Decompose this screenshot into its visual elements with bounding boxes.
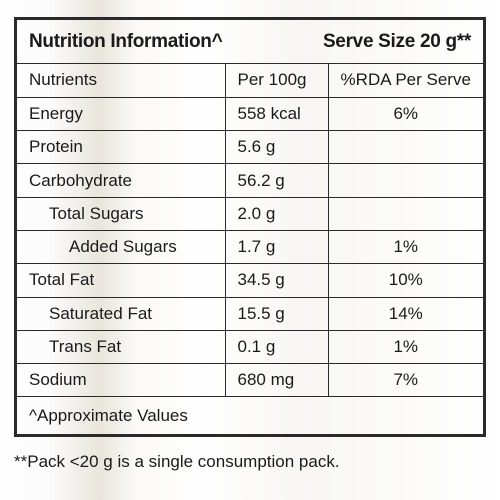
label-header: Nutrition Information^ Serve Size 20 g** [17,20,483,64]
serve-size: Serve Size 20 g** [322,30,471,52]
per100-value: 5.6 g [224,130,329,165]
pack-footnote: **Pack <20 g is a single consumption pac… [14,452,340,471]
per100-value: 2.0 g [224,196,329,231]
rda-value [327,196,483,231]
nutrient-name: Sodium [17,363,226,398]
nutrient-name: Added Sugars [17,229,226,265]
table-row: Total Fat 34.5 g 10% [17,263,483,298]
rda-value: 10% [327,263,483,298]
nutrient-name: Total Sugars [17,196,226,231]
per100-value: 0.1 g [224,329,329,365]
rda-value [327,130,483,165]
per100-value: 15.5 g [224,296,329,331]
per100-value: 1.7 g [224,229,329,265]
table-row: Protein 5.6 g [17,130,483,165]
nutrient-name: Energy [17,96,226,132]
table-row: Added Sugars 1.7 g 1% [17,229,483,265]
label-title: Nutrition Information^ [29,30,223,52]
nutrient-name: Trans Fat [17,329,226,365]
nutrition-table: Nutrients Per 100g %RDA Per Serve Energy… [17,64,483,398]
rda-value: 6% [327,96,483,132]
nutrient-name: Total Fat [17,263,226,298]
per100-value: 558 kcal [224,96,329,132]
table-row: Saturated Fat 15.5 g 14% [17,296,483,331]
rda-value: 14% [327,296,483,331]
per100-value: 56.2 g [224,163,329,198]
rda-value [327,163,483,198]
nutrient-name: Protein [17,130,226,165]
column-header-nutrients: Nutrients [17,64,226,98]
table-row: Carbohydrate 56.2 g [17,163,483,198]
column-header-rda: %RDA Per Serve [327,64,483,98]
table-row: Total Sugars 2.0 g [17,196,483,231]
table-row: Trans Fat 0.1 g 1% [17,329,483,365]
rda-value: 1% [327,329,483,365]
per100-value: 34.5 g [224,263,329,298]
per100-value: 680 mg [224,363,329,398]
rda-value: 7% [327,363,483,398]
table-row: Energy 558 kcal 6% [17,96,483,132]
approximate-values-note: ^Approximate Values [29,405,188,425]
nutrition-label: Nutrition Information^ Serve Size 20 g**… [14,17,486,437]
nutrient-name: Saturated Fat [17,296,226,331]
table-header-row: Nutrients Per 100g %RDA Per Serve [17,64,483,98]
nutrient-name: Carbohydrate [17,163,226,198]
table-row: Sodium 680 mg 7% [17,363,483,398]
column-header-per100: Per 100g [224,64,329,98]
rda-value: 1% [327,229,483,265]
